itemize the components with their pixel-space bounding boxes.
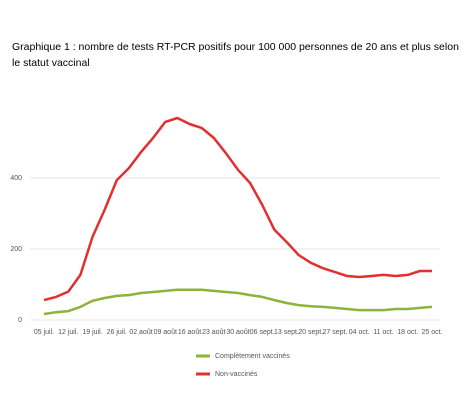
- x-tick-label: 11 oct.: [373, 329, 394, 336]
- x-tick-label: 09 août: [154, 329, 177, 336]
- y-tick-label: 0: [18, 317, 22, 324]
- x-tick-label: 16 août: [178, 329, 201, 336]
- x-tick-label: 30 août: [226, 329, 249, 336]
- y-tick-label: 400: [10, 175, 22, 182]
- chart-title: Graphique 1 : nombre de tests RT-PCR pos…: [12, 41, 459, 53]
- x-tick-label: 25 oct.: [421, 329, 442, 336]
- legend-label: Non-vaccinés: [215, 371, 258, 378]
- x-tick-label: 04 oct.: [349, 329, 370, 336]
- x-tick-label: 12 juil.: [58, 329, 78, 336]
- x-tick-label: 19 juil.: [82, 329, 102, 336]
- x-tick-label: 13 sept.: [274, 329, 299, 336]
- x-tick-label: 06 sept.: [250, 329, 275, 336]
- x-tick-label: 18 oct.: [397, 329, 418, 336]
- x-tick-label: 20 sept.: [298, 329, 323, 336]
- x-tick-label: 27 sept.: [323, 329, 348, 336]
- y-tick-label: 200: [10, 246, 22, 253]
- series-line: [43, 116, 432, 302]
- x-tick-label: 05 juil.: [34, 329, 54, 336]
- x-tick-label: 02 août: [129, 329, 152, 336]
- chart-title: le statut vaccinal: [12, 57, 90, 69]
- legend-label: Complètement vaccinés: [215, 353, 290, 360]
- x-tick-label: 23 août: [202, 329, 225, 336]
- series-line: [43, 288, 433, 316]
- x-tick-label: 26 juil.: [107, 329, 127, 336]
